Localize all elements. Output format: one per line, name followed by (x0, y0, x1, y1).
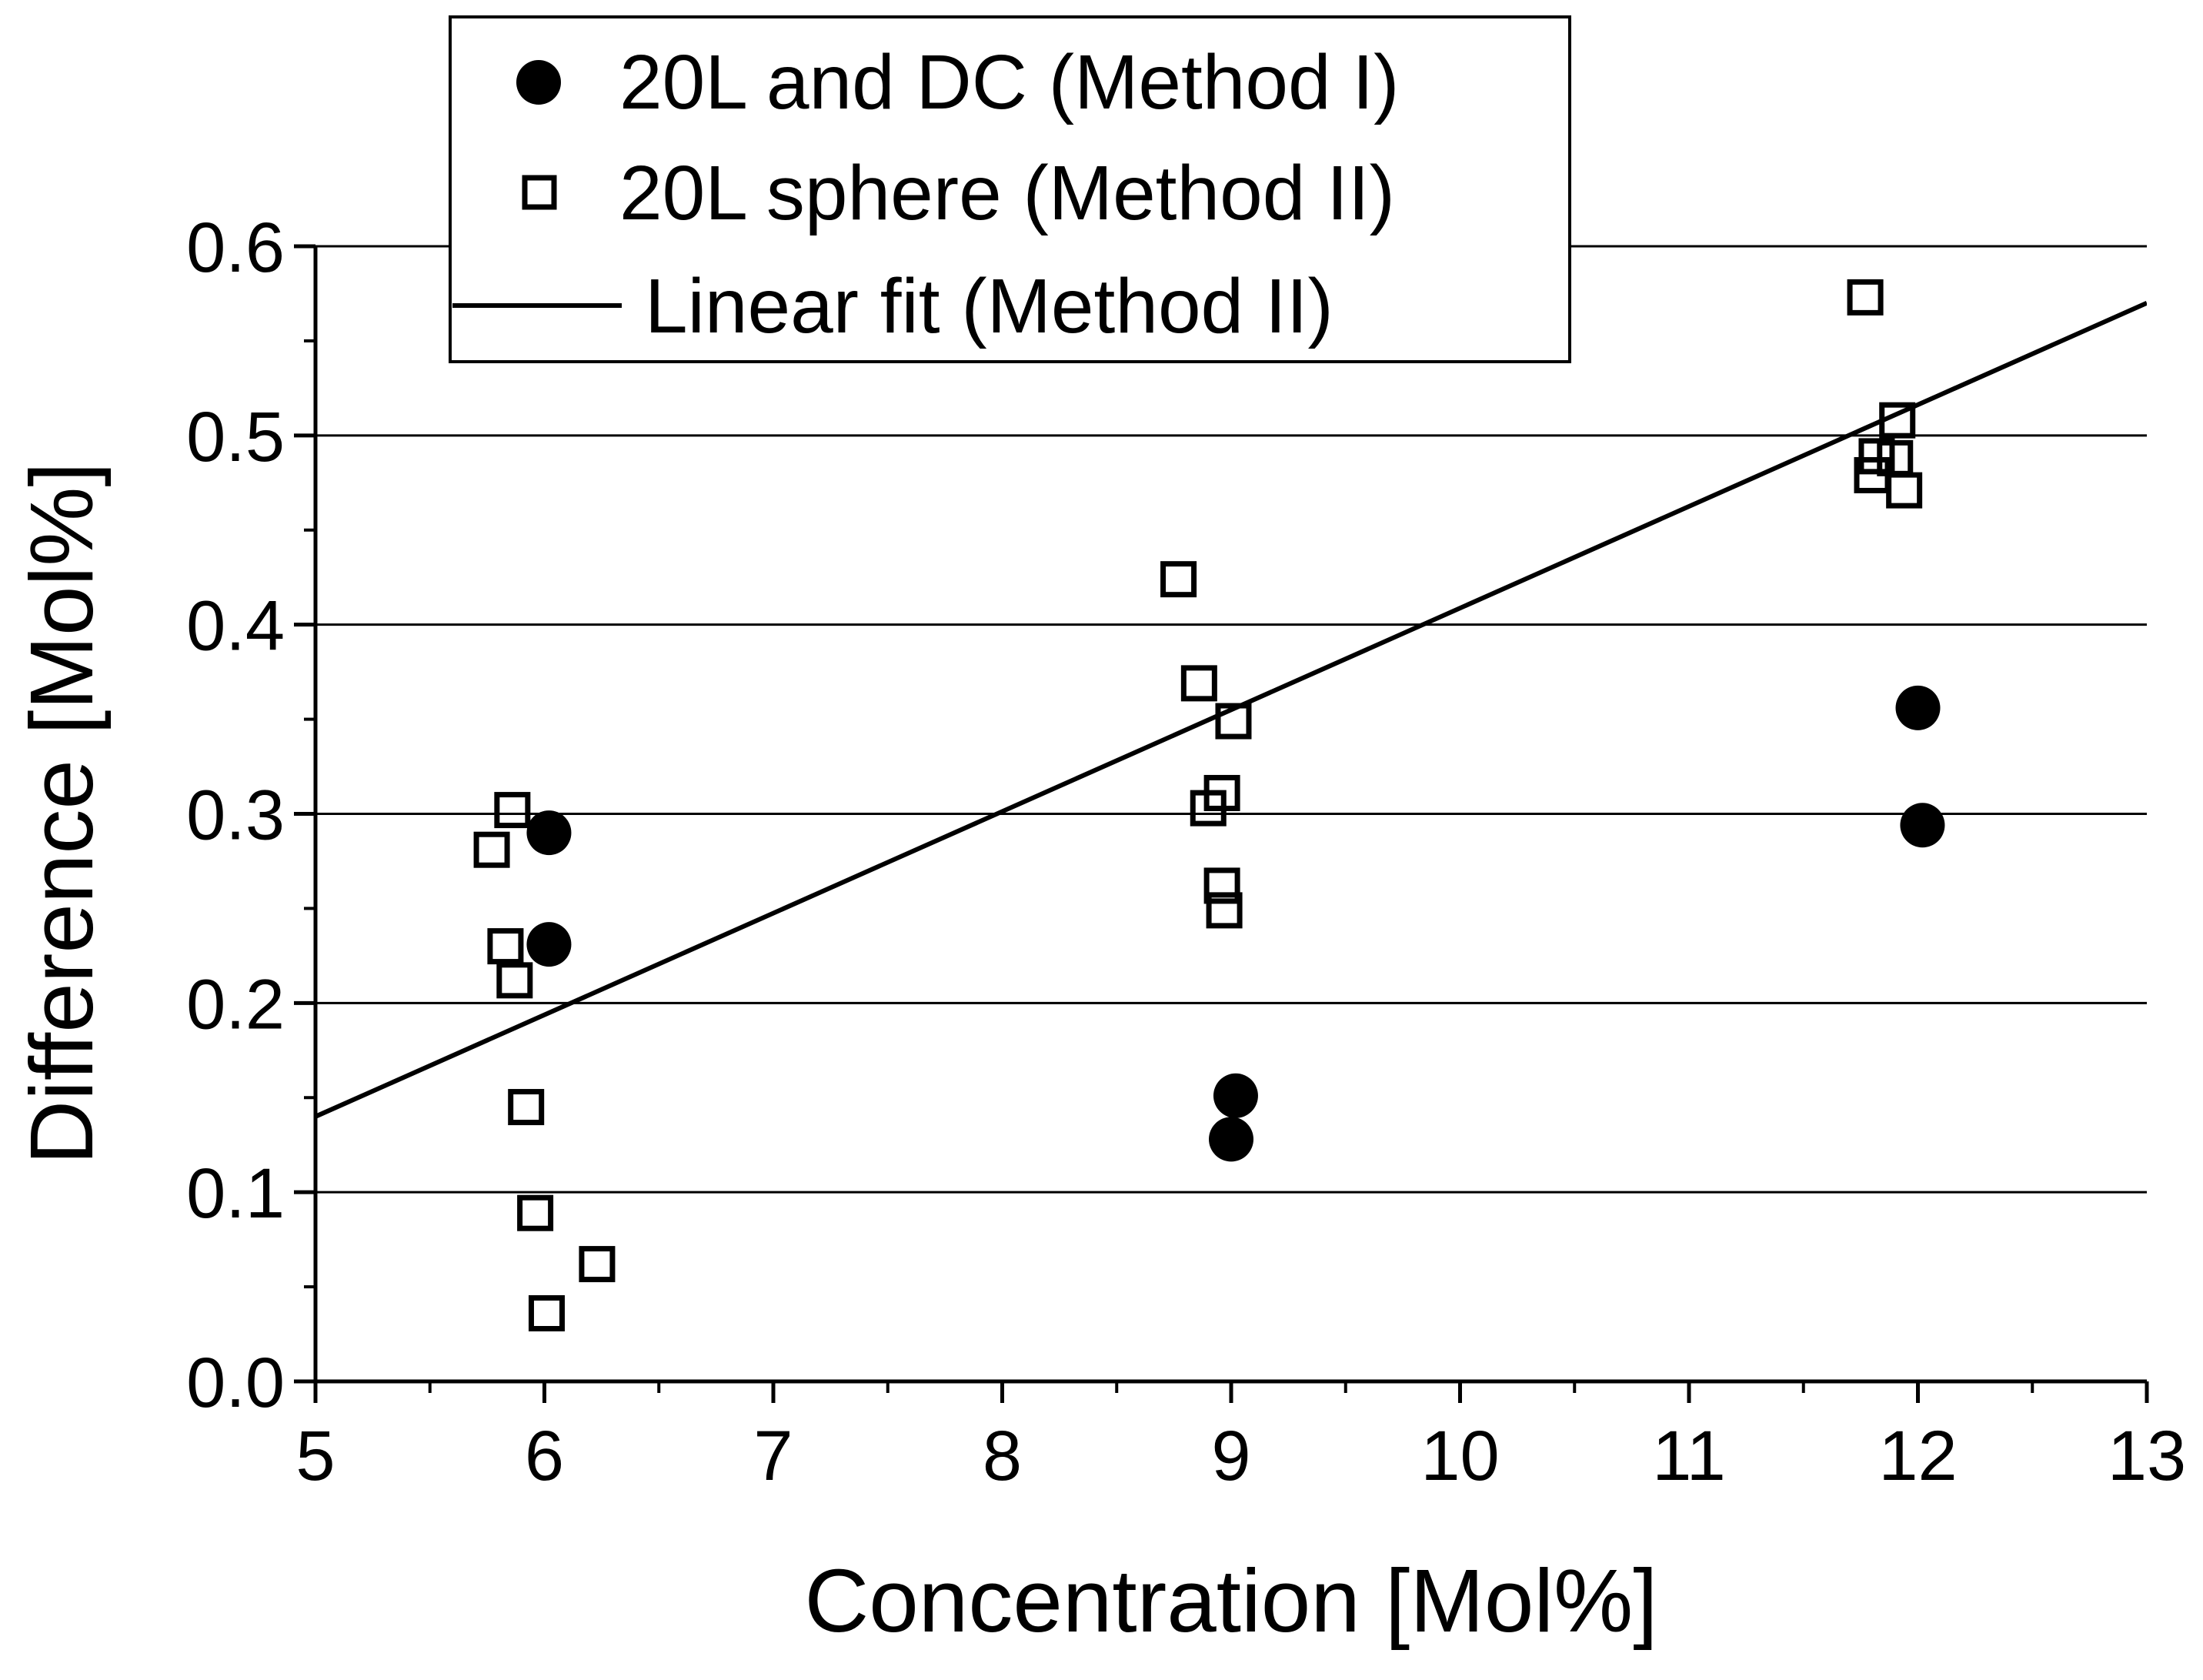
method-ii-point-12 (1203, 774, 1240, 811)
data-points (473, 279, 1945, 1331)
method-ii-point-1 (494, 792, 531, 829)
method-ii-point-0 (473, 831, 510, 868)
x-tick-label-8: 13 (2108, 1417, 2186, 1495)
gridlines (315, 245, 2147, 1194)
method-ii-point-14 (1206, 892, 1243, 929)
y-tick-label-2: 0.2 (186, 965, 285, 1044)
method-ii-point-17 (1858, 438, 1895, 475)
legend-label-linear-fit: Linear fit (Method II) (645, 263, 1333, 349)
legend-marker-method-ii (522, 175, 557, 210)
method-i-point-5 (1900, 803, 1945, 848)
method-ii-point-5 (517, 1194, 554, 1231)
method-ii-point-2 (487, 928, 524, 965)
x-tick-label-3: 8 (983, 1417, 1022, 1495)
linear-fit-line (315, 301, 2147, 1119)
legend-label-method-ii: 20L sphere (Method II) (619, 150, 1395, 236)
method-ii-point-15 (1847, 279, 1884, 316)
y-axis-title: Difference [Mol%] (12, 462, 112, 1164)
legend: 20L and DC (Method I) 20L sphere (Method… (449, 15, 1571, 363)
legend-label-method-i: 20L and DC (Method I) (619, 39, 1399, 125)
x-axis-title: Concentration [Mol%] (805, 1551, 1658, 1651)
x-tick-label-0: 5 (295, 1417, 335, 1495)
method-ii-point-13 (1203, 867, 1240, 904)
fit-layer (315, 301, 2147, 1119)
method-ii-point-10 (1215, 703, 1252, 740)
y-tick-label-0: 0.0 (186, 1344, 285, 1422)
method-ii-point-7 (579, 1246, 616, 1283)
method-ii-point-3 (496, 962, 533, 999)
x-tick-label-6: 11 (1652, 1417, 1726, 1495)
method-ii-point-16 (1879, 402, 1916, 439)
method-i-point-0 (526, 810, 572, 856)
method-ii-point-9 (1180, 665, 1217, 702)
y-tick-label-6: 0.6 (186, 209, 285, 287)
method-ii-point-8 (1160, 561, 1197, 598)
y-tick-label-1: 0.1 (186, 1154, 285, 1233)
method-ii-point-6 (528, 1295, 565, 1331)
legend-box (449, 15, 1571, 363)
x-tick-label-2: 7 (753, 1417, 793, 1495)
x-tick-label-7: 12 (1878, 1417, 1957, 1495)
method-i-point-2 (1213, 1073, 1258, 1118)
method-ii-point-20 (1886, 472, 1923, 509)
method-i-point-3 (1209, 1117, 1253, 1162)
method-i-point-4 (1895, 685, 1941, 730)
method-ii-point-4 (508, 1089, 545, 1126)
x-tick-label-1: 6 (525, 1417, 564, 1495)
y-tick-label-5: 0.5 (186, 398, 285, 476)
y-tick-label-3: 0.3 (186, 777, 285, 855)
x-tick-label-4: 9 (1211, 1417, 1250, 1495)
y-tick-label-4: 0.4 (186, 587, 285, 666)
ticks: 0.0 0.1 0.2 0.3 0.4 0.5 0.6 5 6 7 8 9 10 11 12 13 (186, 209, 2186, 1495)
legend-marker-method-i (516, 60, 561, 105)
x-tick-label-5: 10 (1420, 1417, 1499, 1495)
method-i-point-1 (526, 922, 572, 967)
